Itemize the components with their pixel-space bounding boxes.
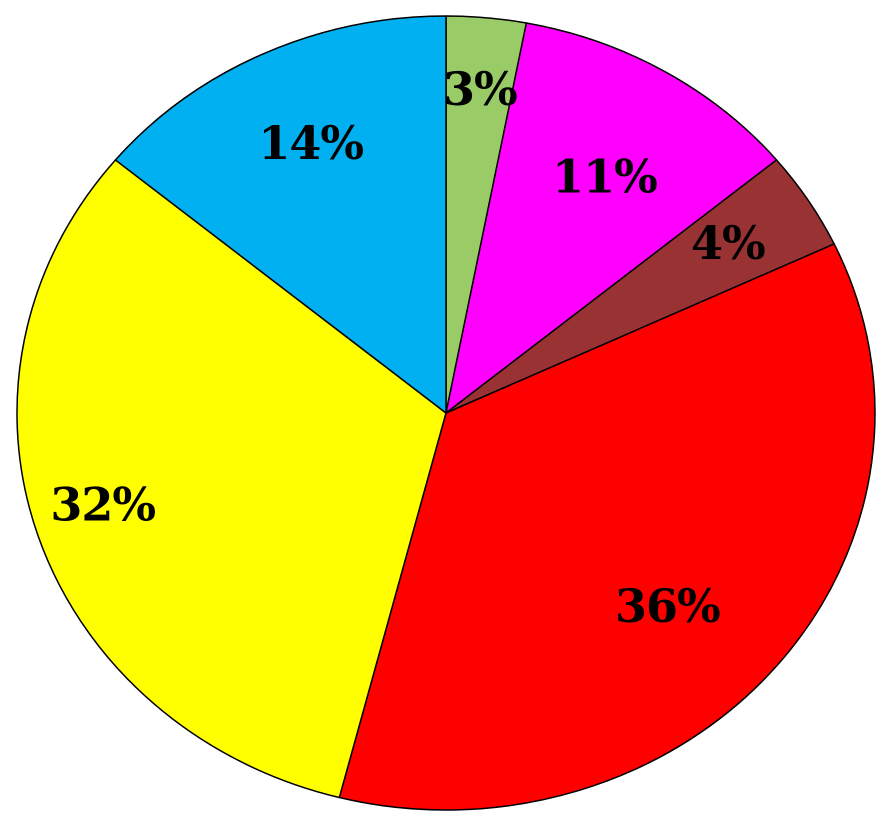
pie-slice-label: 36% — [615, 579, 720, 633]
pie-slice-14 — [114, 15, 447, 414]
pie-slice-32 — [16, 159, 447, 799]
pie-slice-label: 3% — [443, 62, 517, 116]
pie-labels: 3% 11% 4% 36% 32% 14% — [50, 62, 766, 633]
pie-slice-label: 4% — [691, 216, 765, 270]
pie-slice-label: 32% — [50, 478, 155, 532]
pie-slice-11 — [445, 22, 778, 414]
pie-slice-label: 14% — [258, 116, 363, 170]
pie-slice-36 — [338, 243, 876, 811]
pie-slices — [16, 15, 876, 811]
pie-slice-label: 11% — [552, 150, 657, 204]
